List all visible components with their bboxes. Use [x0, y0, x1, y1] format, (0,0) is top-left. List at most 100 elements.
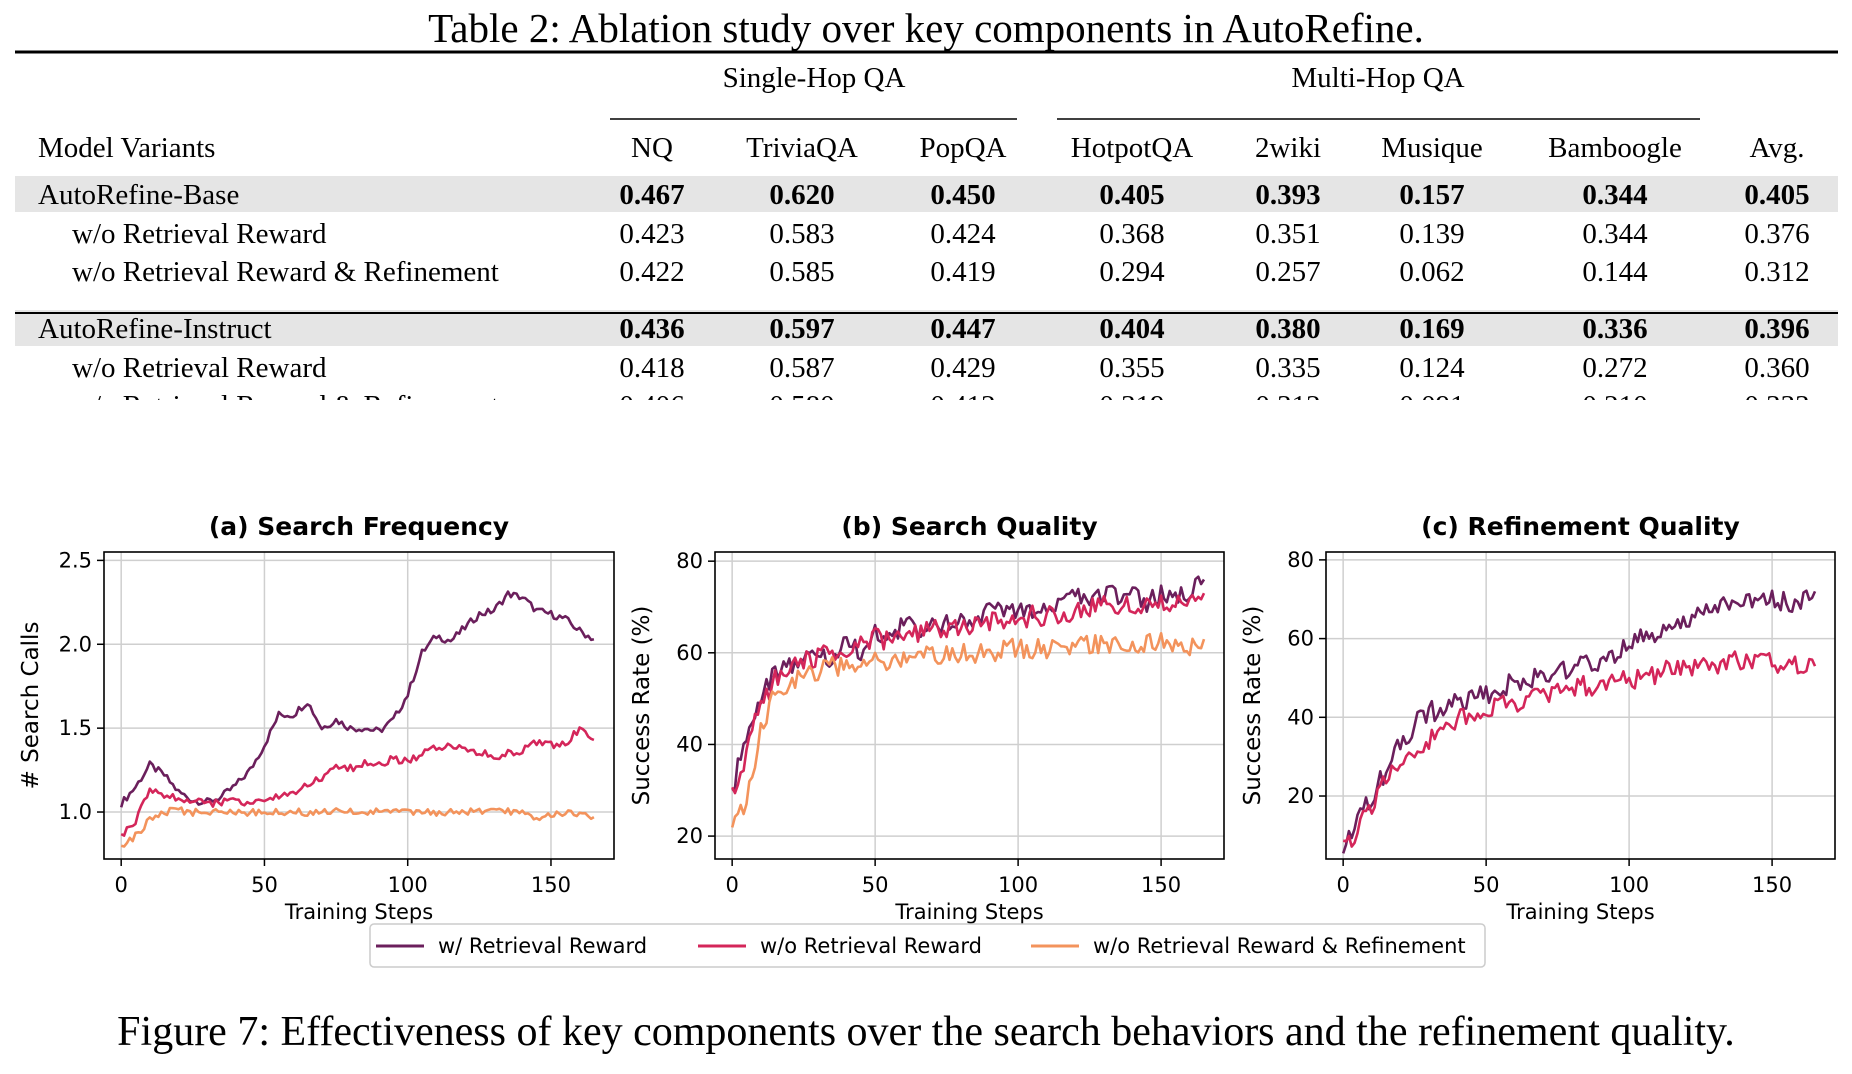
table-cell: 0.144 [1582, 256, 1648, 288]
table-cell: 0.436 [619, 313, 684, 345]
table-cell: 0.580 [769, 390, 834, 400]
y-axis-label: # Search Calls [18, 622, 44, 790]
plot-frame [103, 551, 615, 860]
table-cell: 0.412 [930, 390, 995, 400]
series-line-wo-retrieval [731, 592, 1206, 795]
row-label: AutoRefine-Instruct [38, 313, 272, 345]
table-cell: 0.294 [1099, 256, 1165, 288]
table-cell: 0.355 [1099, 352, 1164, 384]
row-label: w/o Retrieval Reward & Refinement [72, 390, 499, 400]
table-cell: 0.418 [619, 352, 684, 384]
legend-label-wo-retrieval: w/o Retrieval Reward [760, 934, 982, 958]
table-cell: 0.157 [1399, 179, 1464, 211]
table-cell: 0.312 [1255, 390, 1320, 400]
table-cell: 0.585 [769, 256, 834, 288]
y-tick-label: 20 [1287, 784, 1314, 808]
col-header-popqa: PopQA [919, 132, 1006, 164]
table-cell: 0.257 [1255, 256, 1320, 288]
y-tick-label: 1.0 [59, 800, 92, 824]
y-tick-label: 60 [1287, 627, 1314, 651]
x-tick-label: 100 [388, 873, 428, 897]
x-tick-label: 50 [1473, 873, 1500, 897]
table-cell: 0.597 [769, 313, 834, 345]
series-line-wo-retrieval [1342, 650, 1817, 848]
table-cell: 0.368 [1099, 218, 1164, 250]
table-cell: 0.169 [1399, 313, 1464, 345]
table-cell: 0.587 [769, 352, 834, 384]
table-cell: 0.405 [1099, 179, 1164, 211]
table-cell: 0.467 [619, 179, 684, 211]
table-cell: 0.450 [930, 179, 995, 211]
x-tick-label: 0 [725, 873, 738, 897]
x-axis-label: Training Steps [894, 900, 1043, 924]
table-cell: 0.405 [1744, 179, 1809, 211]
x-tick-label: 150 [1141, 873, 1181, 897]
group-header-multi-hop: Multi-Hop QA [1291, 62, 1464, 94]
table-cell: 0.583 [769, 218, 834, 250]
table-cell: 0.319 [1099, 390, 1164, 400]
plot-frame [714, 551, 1225, 860]
table-cell: 0.351 [1255, 218, 1320, 250]
y-tick-label: 80 [1287, 548, 1314, 572]
x-tick-label: 100 [998, 873, 1038, 897]
row-label: w/o Retrieval Reward [72, 218, 327, 250]
series-line-wo-both [730, 631, 1206, 828]
y-tick-label: 2.5 [59, 548, 92, 572]
y-tick-label: 2.0 [59, 632, 92, 656]
table-caption: Table 2: Ablation study over key compone… [428, 5, 1424, 51]
col-header-model-variants: Model Variants [38, 132, 215, 164]
y-tick-label: 80 [676, 549, 703, 573]
group-header-single-hop: Single-Hop QA [723, 62, 906, 94]
table-cell: 0.124 [1399, 352, 1465, 384]
table-cell: 0.139 [1399, 218, 1464, 250]
figure-caption: Figure 7: Effectiveness of key component… [117, 1009, 1735, 1055]
table-cell: 0.344 [1582, 179, 1647, 211]
plot-search-quality: 0 50 100 150 20 40 60 80 (b) Search Quality Train… [629, 512, 1225, 924]
col-header-2wiki: 2wiki [1255, 132, 1321, 164]
legend-box [369, 923, 1486, 968]
plot-title: (c) Refinement Quality [1421, 512, 1740, 541]
table-cell: 0.333 [1744, 390, 1809, 400]
x-tick-label: 0 [115, 873, 128, 897]
plot-refinement-quality: 0 50 100 150 20 40 60 80 (c) Refinement Quality T… [1240, 512, 1836, 924]
table-cell: 0.091 [1399, 390, 1464, 400]
col-header-avg: Avg. [1749, 132, 1804, 164]
x-tick-label: 100 [1609, 873, 1649, 897]
row-shading [15, 310, 1838, 346]
y-tick-label: 40 [1287, 705, 1314, 729]
series-line-wo-retrieval [120, 726, 595, 837]
table-cell: 0.620 [769, 179, 834, 211]
table-cell: 0.406 [619, 390, 684, 400]
table-cell: 0.376 [1744, 218, 1809, 250]
table-cell: 0.062 [1399, 256, 1464, 288]
series-line-w-retrieval [1341, 589, 1817, 854]
table-cell: 0.419 [930, 256, 995, 288]
row-shading [15, 176, 1838, 212]
legend: w/ Retrieval Reward w/o Retrieval Reward… [369, 923, 1486, 968]
series-line-w-retrieval [731, 575, 1206, 792]
legend-label-w-retrieval: w/ Retrieval Reward [438, 934, 647, 958]
y-tick-label: 20 [676, 824, 703, 848]
col-header-hotpotqa: HotpotQA [1071, 132, 1194, 164]
table-cell: 0.344 [1582, 218, 1648, 250]
row-label: AutoRefine-Base [38, 179, 239, 211]
table-cell: 0.429 [930, 352, 995, 384]
row-label: w/o Retrieval Reward & Refinement [72, 256, 499, 288]
x-tick-label: 150 [1752, 873, 1792, 897]
x-tick-label: 50 [862, 873, 889, 897]
x-tick-label: 150 [531, 873, 571, 897]
table-cell: 0.424 [930, 218, 996, 250]
plot-frame [1325, 551, 1836, 860]
table-cell: 0.380 [1255, 313, 1320, 345]
plot-search-frequency: 0 50 100 150 1.0 1.5 2.0 2.5 (a) Search Frequenc… [18, 512, 615, 924]
y-axis-label: Success Rate (%) [1240, 606, 1266, 806]
table-cell: 0.404 [1099, 313, 1164, 345]
table-cell: 0.423 [619, 218, 684, 250]
col-header-musique: Musique [1381, 132, 1483, 164]
series-line-wo-both [120, 806, 595, 848]
row-label: w/o Retrieval Reward [72, 352, 327, 384]
y-tick-label: 1.5 [59, 716, 92, 740]
table-cell: 0.396 [1744, 313, 1809, 345]
x-axis-label: Training Steps [1505, 900, 1654, 924]
col-header-bamboogle: Bamboogle [1548, 132, 1682, 164]
